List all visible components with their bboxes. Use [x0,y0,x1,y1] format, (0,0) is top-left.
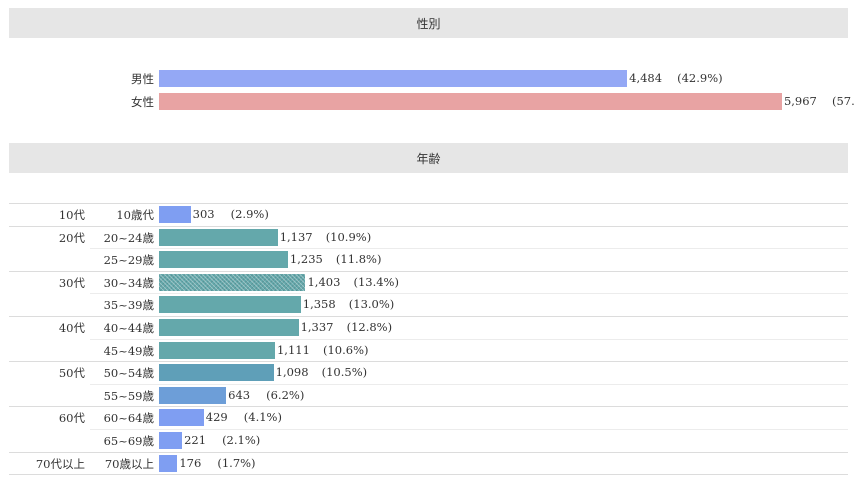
row-separator [90,383,848,385]
age-category-label: 70歳以上 [104,456,154,471]
age-category-label: 10歳代 [116,208,154,222]
age-value-label: 1,098 [275,365,309,380]
row-separator [90,293,848,295]
age-percent-label: (11.8%) [335,252,382,267]
age-percent-label: (2.1%) [222,433,261,447]
age-percent-label: (13.4%) [353,274,399,289]
row-separator [9,225,848,227]
age-value-label: 221 [184,433,207,447]
age-percent-label: (6.2%) [266,387,305,402]
gender-category-label: 女性 [131,95,154,109]
gender-value-label: 5,967 [783,94,817,108]
age-percent-label: (10.5%) [321,365,368,380]
age-category-label: 50~54歳 [103,366,154,381]
age-bar [159,364,274,382]
age-percent-label: (10.9%) [325,229,372,244]
age-category-label: 65~69歳 [103,434,154,448]
age-percent-label: (13.0%) [348,297,395,312]
age-value-label: 176 [179,455,202,470]
row-separator [9,361,848,363]
age-category-label: 25~29歳 [103,253,154,268]
age-group-label: 30代 [58,275,85,290]
age-section-header: 年齢 [9,143,848,173]
age-category-label: 60~64歳 [103,411,154,426]
age-group-label: 40代 [58,321,85,335]
gender-percent-label: (57.1%) [831,94,855,108]
age-bar [159,341,275,359]
age-value-label: 643 [228,387,251,402]
row-separator [9,474,848,476]
age-value-label: 1,111 [276,342,310,357]
age-category-label: 45~49歳 [103,343,154,358]
gender-value-label: 4,484 [629,71,663,85]
age-value-label: 1,403 [307,274,341,289]
row-separator [9,203,848,204]
age-group-label: 50代 [58,366,85,381]
age-value-label: 1,137 [279,229,313,244]
age-percent-label: (12.8%) [346,320,393,334]
age-category-label: 55~59歳 [103,388,154,403]
gender-bar [159,70,628,87]
age-percent-label: (2.9%) [230,207,269,221]
row-separator [90,248,848,250]
age-group-label: 70代以上 [35,456,85,471]
age-percent-label: (10.6%) [322,342,369,357]
row-separator [9,406,848,408]
age-percent-label: (4.1%) [243,410,282,425]
age-group-label: 60代 [58,411,85,426]
age-bar [159,386,227,404]
gender-category-label: 男性 [131,72,154,86]
age-value-label: 303 [192,207,215,221]
gender-section-title: 性別 [416,16,441,31]
age-bar [159,273,306,291]
row-separator [9,451,848,453]
row-separator [9,270,848,272]
age-bar [159,206,191,223]
age-bar [159,228,278,246]
age-category-label: 35~39歳 [103,298,154,313]
age-percent-label: (1.7%) [217,455,256,470]
age-bar [159,251,288,269]
age-value-label: 429 [205,410,228,425]
row-separator [90,338,848,340]
age-value-label: 1,235 [289,252,323,267]
gender-section-header: 性別 [9,8,848,38]
age-category-label: 20~24歳 [103,230,154,245]
gender-bar [159,93,782,110]
age-bar [159,409,204,427]
age-group-label: 20代 [58,230,85,245]
age-value-label: 1,337 [300,320,334,334]
age-section-title: 年齢 [416,151,441,166]
age-category-label: 40~44歳 [103,321,154,335]
gender-percent-label: (42.9%) [677,71,723,85]
age-category-label: 30~34歳 [103,275,154,290]
age-bar [159,319,299,336]
age-bar [159,432,183,449]
age-bar [159,296,301,314]
row-separator [9,316,848,317]
row-separator [90,429,848,430]
age-value-label: 1,358 [302,297,336,312]
age-group-label: 10代 [58,208,85,222]
age-bar [159,454,178,472]
